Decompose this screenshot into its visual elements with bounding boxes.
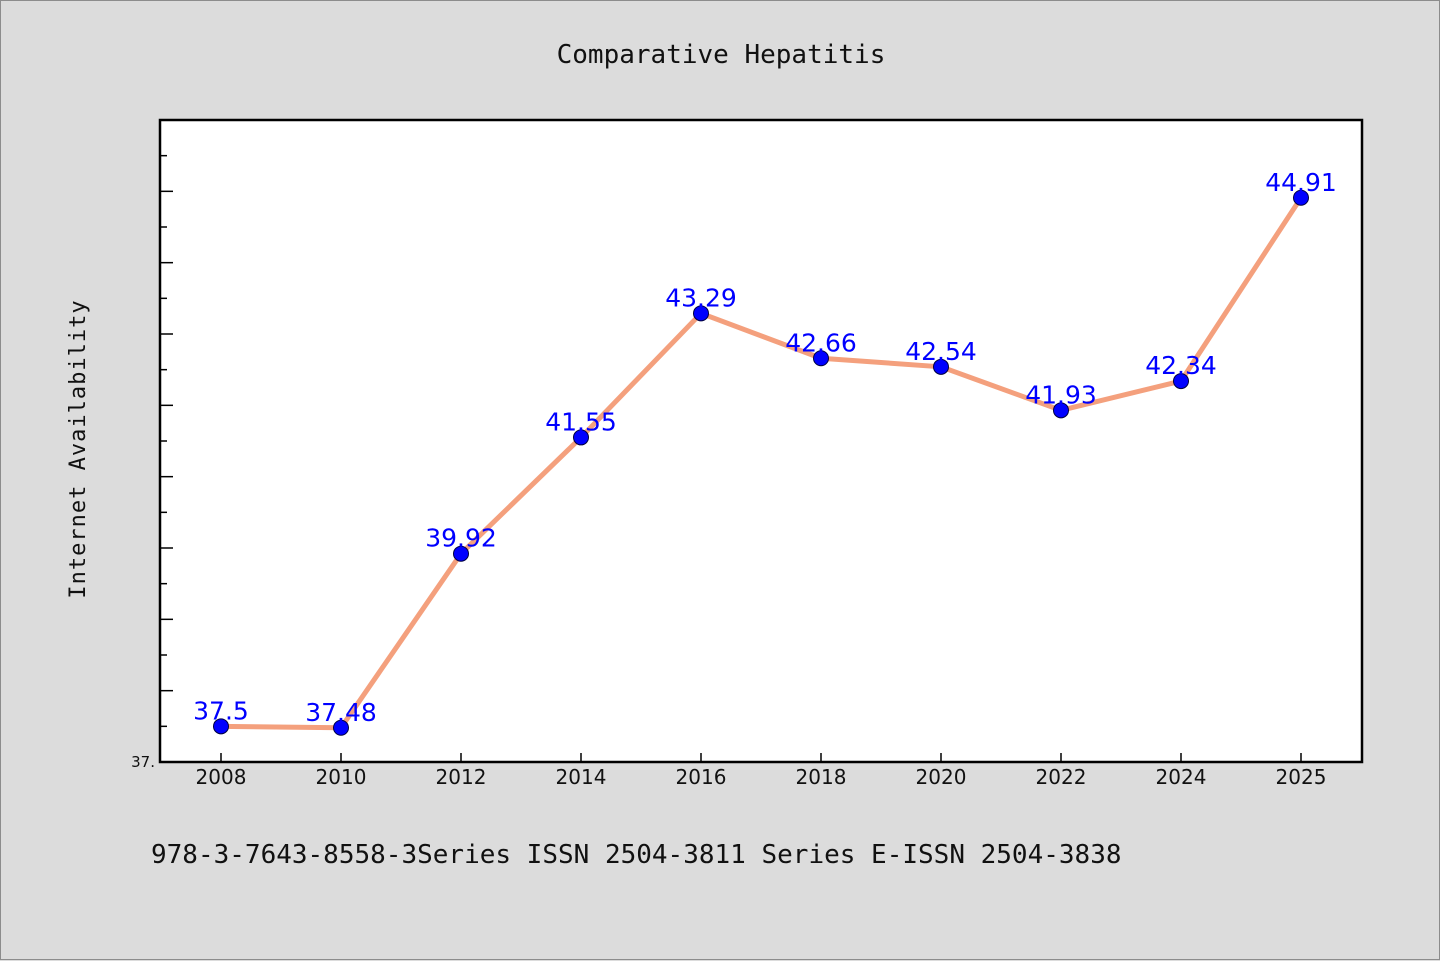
data-label: 43.29	[665, 283, 737, 312]
x-tick-label: 2020	[916, 765, 967, 789]
data-label: 42.34	[1145, 351, 1217, 380]
x-tick-label: 2024	[1156, 765, 1207, 789]
data-point[interactable]	[1173, 373, 1189, 390]
x-axis-ticks: 2008 2010 2012 2014 2016 2018 2020 2022 2024 2025	[196, 753, 1327, 789]
data-point[interactable]	[333, 719, 349, 736]
data-point[interactable]	[453, 545, 469, 562]
x-tick-label: 2025	[1276, 765, 1327, 789]
data-point[interactable]	[1293, 189, 1309, 206]
data-label: 37.48	[305, 698, 377, 727]
chart-title: Comparative Hepatitis	[557, 40, 886, 70]
data-point[interactable]	[933, 358, 949, 375]
footer-text: 978-3-7643-8558-3Series ISSN 2504-3811 S…	[151, 840, 1122, 870]
data-point[interactable]	[573, 429, 589, 446]
y-axis-ticks	[160, 154, 173, 728]
data-point[interactable]	[813, 350, 829, 367]
data-point[interactable]	[693, 305, 709, 322]
x-tick-label: 2016	[676, 765, 727, 789]
series-layer: 37.5 37.48 39.92 41.55 43.29 42.66 42.54 41.93 4…	[193, 168, 1337, 736]
x-tick-label: 2014	[556, 765, 607, 789]
data-label: 42.54	[905, 337, 977, 366]
data-label: 37.5	[193, 696, 249, 725]
series-line	[218, 195, 1304, 731]
y-min-tick-label: 37.	[131, 753, 155, 771]
plot-area	[158, 118, 1364, 764]
data-point[interactable]	[1053, 402, 1069, 419]
data-label: 41.55	[545, 407, 617, 436]
x-tick-label: 2018	[796, 765, 847, 789]
x-tick-label: 2010	[316, 765, 367, 789]
data-label: 41.93	[1025, 380, 1097, 409]
data-point[interactable]	[213, 718, 229, 735]
data-label: 42.66	[785, 328, 857, 357]
x-tick-label: 2008	[196, 765, 247, 789]
data-label: 44.91	[1265, 168, 1337, 197]
y-axis-label: Internet Availability	[66, 299, 91, 598]
data-label: 39.92	[425, 524, 497, 553]
x-tick-label: 2012	[436, 765, 487, 789]
x-tick-label: 2022	[1036, 765, 1087, 789]
